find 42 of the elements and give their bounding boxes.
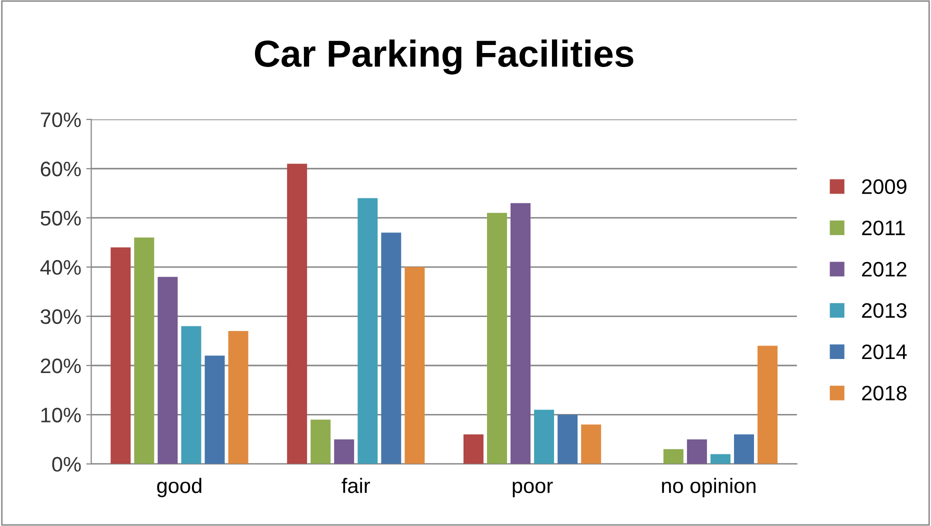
y-tick-label: 70% bbox=[40, 112, 81, 128]
y-tick-label: 20% bbox=[40, 358, 81, 374]
bar bbox=[358, 198, 378, 464]
bar bbox=[204, 356, 225, 464]
x-tick-label: fair bbox=[342, 478, 370, 494]
y-tick-label: 0% bbox=[52, 456, 81, 472]
legend-label: 2012 bbox=[862, 262, 906, 277]
bar bbox=[334, 439, 354, 464]
x-tick-label: poor bbox=[512, 482, 553, 498]
legend-label: 2014 bbox=[862, 344, 907, 360]
y-tick-label: 30% bbox=[40, 309, 81, 324]
bar bbox=[758, 346, 778, 464]
x-tick-label: no opinion bbox=[662, 478, 756, 498]
bar bbox=[581, 424, 602, 464]
y-tick-label: 10% bbox=[41, 408, 81, 422]
y-tick-label: 60% bbox=[40, 162, 81, 176]
bar bbox=[158, 276, 178, 464]
bar bbox=[134, 238, 154, 464]
bar bbox=[110, 247, 131, 464]
bar bbox=[710, 454, 730, 464]
legend-label: 2011 bbox=[862, 220, 905, 236]
y-tick-label: 40% bbox=[40, 260, 81, 275]
bar bbox=[487, 212, 508, 464]
legend-label: 2018 bbox=[862, 386, 906, 400]
legend-label: 2009 bbox=[862, 179, 906, 194]
bar bbox=[381, 232, 402, 464]
bar bbox=[686, 439, 707, 464]
chart-title: Car Parking Facilities bbox=[254, 39, 634, 75]
bar bbox=[463, 434, 484, 464]
bar bbox=[310, 420, 331, 464]
bar bbox=[510, 203, 531, 464]
y-tick-label: 50% bbox=[40, 210, 81, 226]
bar bbox=[228, 331, 248, 464]
bar bbox=[734, 434, 754, 464]
x-tick-label: good bbox=[157, 478, 202, 498]
bar bbox=[181, 326, 202, 464]
bar bbox=[287, 164, 308, 464]
bar bbox=[534, 410, 554, 464]
bar bbox=[663, 449, 684, 464]
legend-label: 2013 bbox=[862, 303, 906, 318]
bar bbox=[558, 414, 578, 464]
bar bbox=[404, 267, 425, 464]
